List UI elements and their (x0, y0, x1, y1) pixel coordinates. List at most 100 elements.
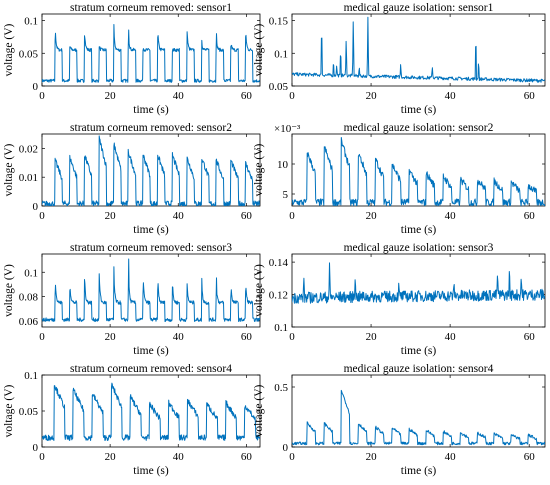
y-axis-label: voltage (V) (3, 384, 15, 437)
x-tick-label: 0 (289, 90, 295, 102)
x-tick-label: 40 (173, 90, 185, 102)
x-tick-label: 0 (289, 331, 295, 343)
y-tick-label: 0.15 (269, 16, 289, 28)
y-tick-label: 5 (283, 189, 289, 201)
axes-frame (291, 253, 546, 328)
axes-frame (41, 253, 261, 328)
panel-6: medical gauze isolation: sensor3 0 20 40 60 0… (253, 242, 546, 357)
y-tick-label: 0.1 (24, 267, 38, 279)
x-axis-label: time (s) (133, 345, 169, 357)
y-axis-label: voltage (V) (253, 264, 265, 317)
panel-8: medical gauze isolation: sensor4 0 20 40 60 0… (253, 363, 546, 477)
y-tick-label: 0.1 (24, 16, 38, 28)
x-tick-label: 60 (524, 331, 536, 343)
x-tick-label: 20 (366, 90, 378, 102)
x-tick-label: 60 (241, 331, 253, 343)
y-tick-label: 0 (283, 442, 289, 454)
signal-line (42, 24, 260, 83)
x-tick-label: 20 (105, 331, 117, 343)
y-tick-label: 0.05 (19, 48, 39, 60)
x-tick-label: 0 (39, 90, 45, 102)
y-tick-label: 0.05 (19, 406, 39, 418)
panel-title: stratum corneum removed: sensor4 (70, 363, 232, 375)
signal-line (42, 258, 260, 322)
panel-title: stratum corneum removed: sensor1 (70, 2, 232, 14)
x-tick-label: 60 (241, 210, 253, 222)
signal-line (292, 16, 545, 83)
x-tick-label: 40 (173, 451, 185, 463)
x-tick-label: 20 (366, 210, 378, 222)
y-tick-label: 0.1 (24, 370, 38, 382)
x-axis-label: time (s) (401, 465, 437, 477)
x-tick-label: 40 (173, 210, 185, 222)
panel-4: medical gauze isolation: sensor2 ×10⁻³ 0 20… (253, 122, 546, 236)
x-axis-label: time (s) (133, 224, 169, 236)
panel-3: stratum corneum removed: sensor2 0 20 40 60 0… (3, 122, 261, 236)
y-tick-label: 0.5 (274, 382, 288, 394)
x-tick-label: 20 (105, 451, 117, 463)
axes-frame (291, 13, 546, 87)
panel-7: stratum corneum removed: sensor4 0 20 40 60 0… (3, 363, 261, 477)
x-tick-label: 60 (241, 90, 253, 102)
y-tick-label: 0 (33, 81, 39, 93)
x-tick-label: 0 (289, 210, 295, 222)
x-tick-label: 60 (241, 451, 253, 463)
panel-title: medical gauze isolation: sensor3 (344, 242, 494, 254)
y-exponent-label: ×10⁻³ (274, 123, 301, 135)
x-tick-label: 60 (524, 451, 536, 463)
y-tick-label: 0.01 (19, 172, 38, 184)
panel-1: stratum corneum removed: sensor1 0 20 40 60 0… (3, 2, 261, 116)
axes-frame (291, 374, 546, 448)
x-tick-label: 20 (105, 210, 117, 222)
panel-5: stratum corneum removed: sensor3 0 20 40 60 0… (3, 242, 261, 357)
x-tick-label: 0 (39, 210, 45, 222)
y-tick-label: 0.08 (19, 292, 39, 304)
x-axis-label: time (s) (133, 104, 169, 116)
y-axis-label: voltage (V) (3, 143, 15, 196)
axes-frame (41, 13, 261, 87)
x-tick-label: 0 (39, 451, 45, 463)
x-axis-label: time (s) (133, 465, 169, 477)
y-tick-label: 0.06 (19, 316, 39, 328)
y-tick-label: 0.02 (19, 143, 38, 155)
panel-title: medical gauze isolation: sensor2 (344, 122, 494, 134)
signal-line (42, 135, 260, 206)
y-tick-label: 0 (33, 442, 39, 454)
y-tick-label: 0.1 (274, 48, 288, 60)
signal-line (292, 137, 545, 206)
y-tick-label: 0.14 (269, 257, 289, 269)
y-axis-label: voltage (V) (253, 384, 265, 437)
y-axis-label: voltage (V) (3, 23, 15, 76)
panel-2: medical gauze isolation: sensor1 0 20 40 60 0… (253, 2, 546, 116)
panel-title: medical gauze isolation: sensor4 (344, 363, 494, 375)
x-tick-label: 60 (524, 210, 536, 222)
x-tick-label: 40 (445, 210, 457, 222)
x-tick-label: 40 (445, 331, 457, 343)
y-axis-label: voltage (V) (253, 23, 265, 76)
signal-line (42, 382, 260, 441)
y-tick-label: 0.1 (274, 322, 288, 334)
x-tick-label: 20 (366, 331, 378, 343)
axes-frame (41, 133, 261, 207)
x-tick-label: 60 (524, 90, 536, 102)
x-axis-label: time (s) (401, 104, 437, 116)
panel-title: stratum corneum removed: sensor3 (70, 242, 232, 254)
panel-title: stratum corneum removed: sensor2 (70, 122, 232, 134)
y-tick-label: 0.12 (269, 290, 288, 302)
x-tick-label: 0 (39, 331, 45, 343)
x-axis-label: time (s) (401, 345, 437, 357)
panel-title: medical gauze isolation: sensor1 (344, 2, 494, 14)
y-tick-label: 10 (277, 159, 289, 171)
x-axis-label: time (s) (401, 224, 437, 236)
x-tick-label: 40 (173, 331, 185, 343)
y-axis-label: voltage (V) (3, 264, 15, 317)
axes-frame (291, 133, 546, 207)
x-tick-label: 40 (445, 451, 457, 463)
signal-line (292, 389, 545, 446)
signal-line (292, 262, 545, 304)
y-tick-label: 0 (33, 201, 39, 213)
x-tick-label: 40 (445, 90, 457, 102)
axes-frame (41, 374, 261, 448)
x-tick-label: 0 (289, 451, 295, 463)
